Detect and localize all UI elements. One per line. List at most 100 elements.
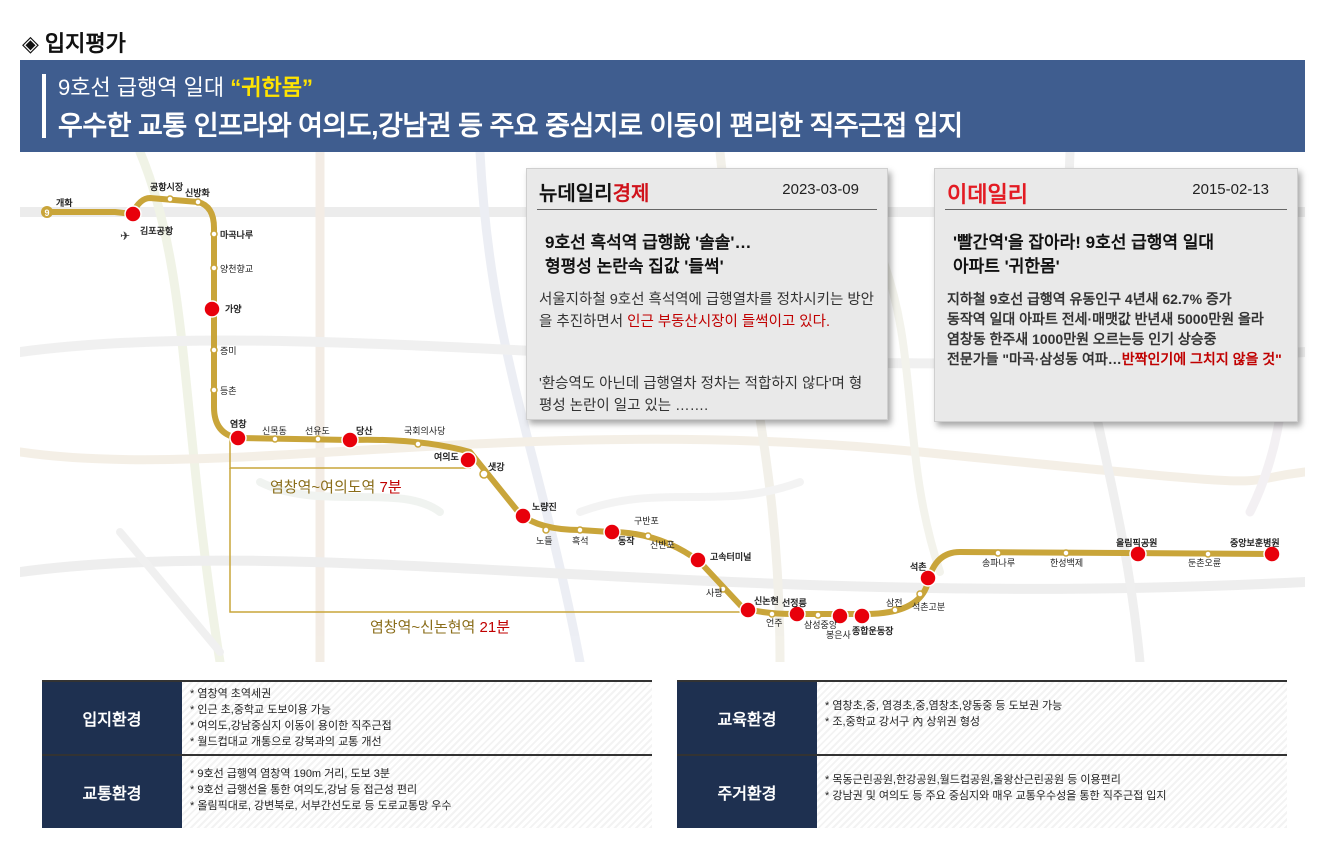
station-label-sinbanghwa: 신방화 bbox=[185, 187, 211, 198]
station-label-gaehwa: 개화 bbox=[56, 197, 73, 208]
info-text: * 염창초,중, 염경초,중,염창초,양동중 등 도보권 가능 * 조,중학교 … bbox=[825, 700, 1063, 728]
station-dot-dongjak bbox=[603, 523, 621, 541]
news-body-quote: '환승역도 아닌데 급행열차 정차는 적합하지 않다'며 형평성 논란이 일고 … bbox=[539, 376, 863, 414]
info-row-education: 교육환경 * 염창초,중, 염경초,중,염창초,양동중 등 도보권 가능 * 조… bbox=[677, 680, 1287, 754]
banner-accent-bar bbox=[42, 74, 46, 138]
news-headline-line1: '빨간역'을 잡아라! 9호선 급행역 일대 bbox=[953, 233, 1215, 252]
station-label-express-terminal: 고속터미널 bbox=[710, 551, 751, 562]
subway-map: 9 bbox=[15, 147, 1310, 667]
station-tick-samjeon bbox=[891, 606, 899, 614]
edaily-logo: 이데일리 bbox=[947, 182, 1028, 207]
station-label-sinnonhyeon: 신논현 bbox=[754, 595, 779, 606]
line9-badge-icon bbox=[41, 206, 53, 218]
station-label-songpanaru: 송파나루 bbox=[982, 558, 1015, 568]
section-title: ◈ 입지평가 bbox=[22, 31, 126, 56]
station-tick-sinbanpo bbox=[666, 540, 674, 548]
station-tick-saetgang bbox=[479, 469, 489, 479]
station-dot-yeomchang bbox=[229, 429, 247, 447]
station-tick-jeungmi bbox=[210, 346, 218, 354]
station-dot-gayang bbox=[203, 300, 221, 318]
station-dot-gimpo bbox=[124, 205, 142, 223]
station-label-sports-complex: 종합운동장 bbox=[852, 625, 894, 636]
station-dot-seokchon bbox=[919, 569, 937, 587]
station-label-yangcheon: 양천향교 bbox=[220, 263, 253, 274]
diamond-icon: ◈ bbox=[22, 31, 39, 56]
station-dot-dangsan bbox=[341, 431, 359, 449]
station-label-saetgang: 샛강 bbox=[488, 461, 505, 472]
station-tick-sapyeong bbox=[719, 585, 727, 593]
station-dot-seonjeongneung bbox=[788, 605, 806, 623]
station-label-gayang: 가양 bbox=[225, 303, 242, 314]
station-tick-yangcheon bbox=[210, 264, 218, 272]
newdaily-logo: 뉴데일리경제 bbox=[539, 183, 650, 205]
info-table-right: 교육환경 * 염창초,중, 염경초,중,염창초,양동중 등 도보권 가능 * 조… bbox=[677, 680, 1287, 828]
station-tick-gubanpo bbox=[644, 532, 652, 540]
station-dot-yeouido bbox=[459, 451, 477, 469]
headline-banner: 9호선 급행역 일대 “귀한몸” 우수한 교통 인프라와 여의도,강남권 등 주… bbox=[20, 60, 1305, 152]
station-label-sinbanpo: 신반포 bbox=[650, 540, 675, 550]
news-headline-line2: 아파트 '귀한몸' bbox=[953, 257, 1060, 276]
info-label: 주거환경 bbox=[677, 756, 817, 828]
news-headline-line1: 9호선 흑석역 급행說 '솔솔'… bbox=[545, 233, 752, 252]
station-tick-songpanaru bbox=[994, 549, 1002, 557]
station-label-hanseong: 한성백제 bbox=[1050, 558, 1083, 568]
info-row-residence: 주거환경 * 목동근린공원,한강공원,월드컵공원,올왕산근린공원 등 이용편리 … bbox=[677, 754, 1287, 828]
station-label-assembly: 국회의사당 bbox=[404, 426, 445, 436]
station-tick-heukseok bbox=[576, 526, 584, 534]
station-label-dongjak: 동작 bbox=[618, 536, 635, 546]
station-label-eonju: 언주 bbox=[766, 617, 783, 628]
banner-highlight: “귀한몸” bbox=[230, 75, 313, 100]
station-tick-nodeul bbox=[542, 526, 550, 534]
airport-icon: ✈ bbox=[120, 229, 130, 243]
station-dot-express-terminal bbox=[689, 551, 707, 569]
station-label-nodeul: 노들 bbox=[536, 536, 553, 546]
station-dot-sinnonhyeon bbox=[739, 601, 757, 619]
station-tick-samseong bbox=[814, 611, 822, 619]
info-label: 교통환경 bbox=[42, 756, 182, 828]
divider bbox=[537, 209, 877, 210]
info-text: * 염창역 초역세권 * 인근 초,중학교 도보이용 가능 * 여의도,강남중심… bbox=[190, 688, 392, 748]
station-label-magoknaru: 마곡나루 bbox=[220, 229, 253, 240]
station-tick-eonju bbox=[768, 610, 776, 618]
station-tick-deungchon bbox=[210, 386, 218, 394]
info-table-left: 입지환경 * 염창역 초역세권 * 인근 초,중학교 도보이용 가능 * 여의도… bbox=[42, 680, 652, 828]
station-dot-veterans-hospital bbox=[1263, 545, 1281, 563]
info-label: 교육환경 bbox=[677, 682, 817, 754]
route2-bracket bbox=[229, 468, 740, 613]
info-label: 입지환경 bbox=[42, 682, 182, 754]
banner-subtitle: 9호선 급행역 일대 “귀한몸” bbox=[58, 75, 313, 100]
line9-badge-label: 9 bbox=[44, 208, 49, 218]
station-label-yeouido: 여의도 bbox=[434, 451, 460, 462]
station-dot-sports-complex bbox=[853, 607, 871, 625]
station-label-noryangjin: 노량진 bbox=[532, 501, 557, 512]
news-body-paragraph: 서울지하철 9호선 흑석역에 급행열차를 정차시키는 방안을 추진하면서 인근 … bbox=[539, 292, 875, 330]
station-dot-olympic-park bbox=[1129, 545, 1147, 563]
station-label-seonjeongneung: 선정릉 bbox=[782, 597, 807, 608]
station-tick-seokchongobun bbox=[916, 590, 924, 598]
station-label-dangsan: 당산 bbox=[356, 425, 373, 436]
route1-label: 염창역~여의도역 7분 bbox=[270, 479, 402, 496]
station-tick-hanseong bbox=[1062, 549, 1070, 557]
subway-map-svg: 9 bbox=[15, 147, 1310, 667]
info-row-location: 입지환경 * 염창역 초역세권 * 인근 초,중학교 도보이용 가능 * 여의도… bbox=[42, 680, 652, 754]
station-label-veterans-hospital: 중앙보훈병원 bbox=[1230, 537, 1280, 548]
station-label-yeomchang: 염창 bbox=[230, 418, 247, 429]
news-date: 2023-03-09 bbox=[782, 181, 859, 198]
station-label-deungchon: 등촌 bbox=[220, 386, 237, 396]
news-headline-line2: 형평성 논란속 집값 '들썩' bbox=[545, 257, 724, 276]
station-label-samjeon: 삼전 bbox=[886, 598, 903, 608]
info-text: * 목동근린공원,한강공원,월드컵공원,올왕산근린공원 등 이용편리 * 강남권… bbox=[825, 774, 1167, 802]
route2-label: 염창역~신논현역 21분 bbox=[370, 619, 510, 636]
line9-path bbox=[47, 195, 1273, 617]
station-tick-sinmokdong bbox=[271, 435, 279, 443]
station-label-sapyeong: 사평 bbox=[706, 588, 723, 598]
station-dot-noryangjin bbox=[514, 507, 532, 525]
station-label-heukseok: 흑석 bbox=[572, 535, 589, 546]
station-label-gimpo: 김포공항 bbox=[140, 225, 174, 236]
station-label-sinmokdong: 신목동 bbox=[262, 426, 287, 436]
station-label-gonghang: 공항시장 bbox=[150, 181, 184, 192]
info-row-transport: 교통환경 * 9호선 급행역 염창역 190m 거리, 도보 3분 * 9호선 … bbox=[42, 754, 652, 828]
station-label-seokchon: 석촌 bbox=[910, 561, 927, 572]
station-label-seonyudo: 선유도 bbox=[305, 426, 330, 436]
banner-title: 우수한 교통 인프라와 여의도,강남권 등 주요 중심지로 이동이 편리한 직주… bbox=[58, 111, 963, 141]
